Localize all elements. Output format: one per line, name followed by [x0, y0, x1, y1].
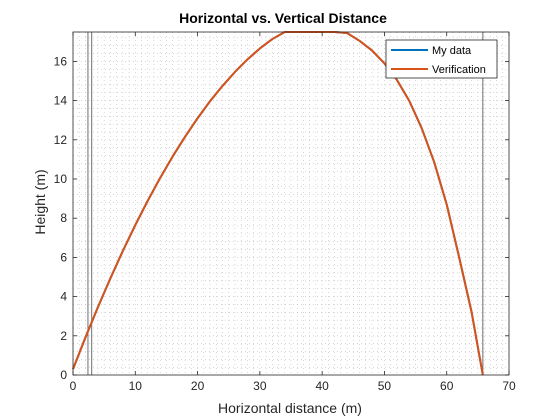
- y-tick-label: 6: [60, 250, 67, 264]
- y-axis: 0 2 4 6 8 10 12 14 16: [54, 54, 509, 382]
- x-axis: 0 10 20 30 40 50 60 70: [70, 32, 516, 393]
- y-axis-label: Height (m): [32, 169, 48, 234]
- x-tick-label: 30: [253, 379, 267, 393]
- y-tick-label: 10: [54, 172, 68, 186]
- chart-title: Horizontal vs. Vertical Distance: [179, 10, 387, 26]
- minor-grid: [73, 32, 509, 375]
- x-axis-label: Horizontal distance (m): [218, 400, 362, 416]
- legend: My data Verification: [385, 39, 498, 79]
- x-tick-label: 10: [129, 379, 143, 393]
- y-tick-label: 8: [60, 211, 67, 225]
- y-tick-label: 4: [60, 290, 67, 304]
- x-tick-label: 20: [191, 379, 205, 393]
- x-tick-label: 50: [378, 379, 392, 393]
- y-tick-label: 2: [60, 329, 67, 343]
- legend-box: [385, 39, 498, 79]
- x-tick-label: 40: [315, 379, 329, 393]
- x-tick-label: 0: [70, 379, 77, 393]
- legend-label-my-data: My data: [432, 45, 472, 57]
- plot-area: [73, 32, 509, 375]
- reference-lines: [87, 32, 484, 375]
- x-tick-label: 70: [502, 379, 516, 393]
- x-tick-label: 60: [440, 379, 454, 393]
- plot-frame: [72, 31, 510, 376]
- y-tick-label: 0: [60, 368, 67, 382]
- y-tick-label: 14: [54, 94, 68, 108]
- y-tick-label: 16: [54, 54, 68, 68]
- legend-label-verification: Verification: [432, 64, 486, 76]
- y-tick-label: 12: [54, 133, 68, 147]
